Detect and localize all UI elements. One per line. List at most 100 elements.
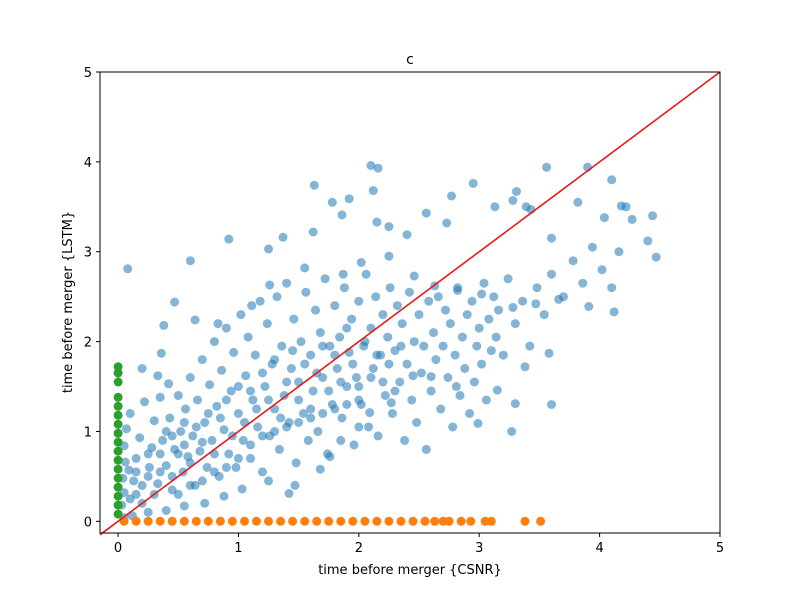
main-point — [282, 422, 292, 432]
main-point — [296, 337, 306, 347]
reference-line — [99, 71, 721, 536]
main-point — [354, 422, 364, 432]
main-point — [288, 346, 298, 356]
main-point — [429, 328, 438, 338]
y-tick-label: 3 — [84, 246, 92, 261]
main-point — [215, 413, 225, 423]
main-point — [291, 458, 301, 468]
y_only-point — [113, 368, 123, 378]
main-point — [179, 440, 189, 450]
main-point — [238, 435, 248, 445]
main-point — [246, 386, 255, 396]
main-point — [424, 296, 434, 306]
x_only-point — [240, 516, 249, 526]
main-point — [587, 242, 597, 252]
x_only-point — [264, 516, 273, 526]
main-point — [510, 399, 520, 409]
main-point — [170, 297, 180, 307]
main-point — [354, 382, 364, 391]
main-point — [195, 446, 205, 456]
main-point — [125, 494, 135, 504]
main-point — [498, 350, 508, 360]
x_only-point — [119, 516, 129, 526]
main-point — [339, 283, 349, 293]
main-point — [490, 202, 500, 212]
main-point — [258, 431, 267, 441]
main-point — [246, 453, 255, 463]
main-point — [337, 413, 347, 423]
main-point — [416, 368, 426, 378]
x_only-point — [131, 516, 141, 526]
main-point — [205, 380, 215, 390]
main-point — [191, 422, 201, 432]
main-point — [274, 444, 284, 454]
x_only-point — [324, 516, 334, 526]
x_only-point — [486, 516, 496, 526]
main-point — [209, 449, 219, 459]
main-point — [342, 400, 352, 409]
main-point — [412, 418, 422, 427]
main-point — [364, 422, 373, 432]
main-point — [135, 433, 145, 443]
x_only-point — [348, 516, 358, 526]
main-point — [559, 292, 568, 302]
main-point — [462, 310, 472, 320]
main-point — [372, 217, 382, 227]
y_only-point — [113, 491, 123, 501]
main-point — [384, 251, 394, 261]
y-tick-label: 4 — [84, 156, 92, 171]
main-point — [250, 350, 260, 360]
main-point — [397, 319, 407, 329]
main-point — [373, 163, 383, 173]
main-point — [224, 234, 234, 244]
main-point — [193, 395, 202, 405]
main-point — [400, 435, 410, 445]
main-point — [395, 377, 405, 387]
main-point — [164, 379, 174, 389]
main-point — [327, 197, 337, 207]
main-point — [308, 386, 318, 396]
main-point — [469, 377, 479, 387]
main-point — [386, 398, 396, 408]
main-point — [255, 296, 265, 306]
main-point — [330, 301, 340, 311]
main-point — [233, 453, 243, 463]
main-point — [455, 391, 465, 400]
x_only-point — [179, 516, 189, 526]
main-point — [231, 462, 241, 472]
x-tick-label: 0 — [114, 541, 122, 556]
main-point — [237, 484, 247, 494]
main-point — [344, 194, 354, 204]
main-point — [236, 310, 246, 320]
y-tick-label: 1 — [84, 425, 92, 440]
main-point — [289, 314, 299, 324]
main-point — [315, 464, 325, 474]
main-point — [200, 418, 210, 427]
y_only-point — [113, 401, 123, 411]
y_only-point — [113, 509, 123, 519]
main-point — [229, 347, 239, 357]
main-point — [568, 256, 578, 266]
x-tick-label: 4 — [595, 541, 603, 556]
main-point — [282, 278, 292, 288]
main-point — [200, 498, 210, 508]
main-point — [337, 210, 347, 220]
main-point — [258, 368, 267, 378]
main-point — [233, 409, 243, 418]
main-point — [419, 341, 429, 351]
y-tick-label: 5 — [84, 66, 92, 81]
main-point — [253, 422, 263, 432]
main-point — [213, 319, 223, 329]
main-point — [309, 180, 319, 190]
main-point — [173, 489, 183, 499]
x-axis-ticks: 0 1 2 3 4 5 — [114, 533, 724, 556]
main-point — [176, 427, 186, 436]
main-point — [318, 341, 328, 351]
x-tick-label: 3 — [475, 541, 483, 556]
y-tick-label: 0 — [84, 515, 92, 530]
main-point — [643, 236, 653, 246]
x-tick-label: 1 — [234, 541, 242, 556]
main-point — [532, 283, 542, 293]
main-point — [209, 467, 219, 477]
points-layer — [113, 161, 661, 526]
